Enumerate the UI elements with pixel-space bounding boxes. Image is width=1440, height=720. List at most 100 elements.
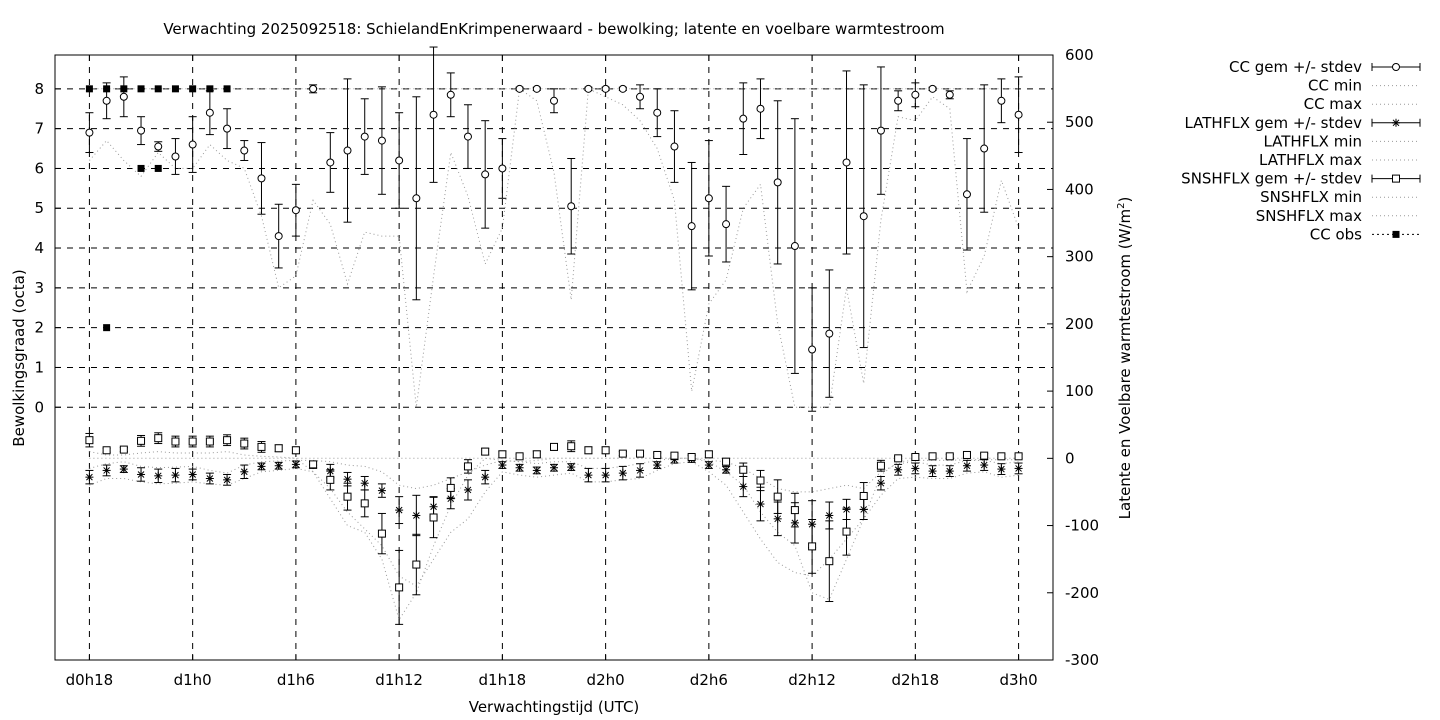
legend-swatch-marker bbox=[1392, 174, 1400, 183]
cc-mean-point bbox=[223, 124, 232, 133]
lathflx-mean-point bbox=[739, 482, 748, 491]
cc-mean-point bbox=[412, 194, 421, 203]
x-tick-label: d1h6 bbox=[277, 671, 315, 689]
cc-mean-point bbox=[653, 108, 662, 117]
y1-tick-label: 8 bbox=[34, 80, 44, 98]
star-stroke bbox=[585, 471, 592, 479]
y1-axis-label: Bewolkingsgraad (octa) bbox=[10, 269, 28, 446]
star-stroke bbox=[946, 467, 954, 475]
cc-mean-point bbox=[85, 128, 94, 137]
cc-mean-point bbox=[171, 152, 180, 161]
star-stroke bbox=[361, 479, 369, 487]
star-stroke bbox=[533, 467, 541, 474]
snshflx-mean-point bbox=[395, 583, 404, 592]
cc-mean-point bbox=[395, 156, 404, 165]
star-stroke bbox=[1015, 465, 1022, 472]
snshflx-mean-point bbox=[550, 442, 558, 451]
star-stroke bbox=[825, 512, 833, 519]
legend-label: LATHFLX gem +/- stdev bbox=[1184, 114, 1362, 132]
legend-label: LATHFLX min bbox=[1263, 132, 1362, 150]
snshflx-mean-point bbox=[326, 475, 335, 484]
lathflx-mean-point bbox=[945, 467, 954, 476]
snshflx-mean-point bbox=[309, 460, 318, 469]
y1-tick-label: 6 bbox=[34, 159, 44, 177]
y1-tick-label: 1 bbox=[34, 358, 44, 376]
x-tick-label: d1h18 bbox=[479, 671, 527, 689]
star-stroke bbox=[774, 515, 782, 523]
lathflx-mean-point bbox=[119, 465, 128, 474]
snshflx-mean-point bbox=[618, 449, 627, 458]
cc-mean-point bbox=[240, 146, 249, 155]
lathflx-mean-point bbox=[928, 467, 937, 476]
snshflx-mean-point bbox=[876, 461, 885, 470]
cc-mean-point bbox=[945, 90, 954, 99]
cc-mean-point bbox=[446, 90, 455, 99]
y2-axis-label-superscript: 2 bbox=[1116, 203, 1127, 209]
star-stroke bbox=[292, 461, 300, 468]
snshflx-mean-point bbox=[722, 457, 731, 466]
cc-mean-point bbox=[825, 329, 834, 338]
legend-label: LATHFLX max bbox=[1259, 151, 1362, 169]
lathflx-mean-point bbox=[550, 463, 558, 472]
star-stroke bbox=[344, 475, 351, 483]
cc-mean-point bbox=[137, 126, 146, 135]
snshflx-mean-point bbox=[567, 442, 576, 451]
snshflx-mean-point bbox=[429, 513, 438, 522]
lathflx-mean-point bbox=[911, 464, 920, 473]
snshflx-mean-point bbox=[412, 560, 421, 569]
snshflx-mean-point bbox=[205, 437, 214, 446]
cc-mean-point bbox=[102, 96, 111, 105]
snshflx-mean-point bbox=[687, 452, 696, 461]
snshflx-mean-point bbox=[360, 499, 369, 508]
cc-mean-point bbox=[636, 92, 645, 101]
star-stroke bbox=[464, 486, 472, 494]
snshflx-mean-point bbox=[670, 451, 679, 460]
lathflx-mean-point bbox=[704, 461, 713, 470]
cc-obs-point bbox=[206, 85, 214, 93]
lathflx-mean-point bbox=[343, 475, 352, 484]
star-stroke bbox=[395, 506, 403, 514]
snshflx-mean-point bbox=[343, 492, 352, 501]
cc-mean-point bbox=[962, 190, 971, 199]
snshflx-mean-point bbox=[515, 452, 524, 461]
legend-swatch-marker bbox=[1392, 118, 1400, 127]
y1-axis-ticks: 0 1 2 3 4 5 6 7 8 bbox=[34, 80, 61, 416]
snshflx-mean-point bbox=[1014, 452, 1023, 461]
snshflx-mean-point bbox=[739, 465, 748, 474]
star-stroke bbox=[447, 495, 455, 503]
cc-mean-point bbox=[550, 96, 558, 105]
lathflx-mean-point bbox=[876, 479, 885, 488]
lathflx-mean-point bbox=[463, 485, 472, 494]
y1-tick-label: 2 bbox=[34, 319, 44, 337]
cc-obs-point bbox=[85, 85, 93, 93]
star-stroke bbox=[499, 461, 506, 469]
cc-mean-point bbox=[773, 178, 782, 187]
legend-label: SNSHFLX gem +/- stdev bbox=[1181, 170, 1362, 188]
snshflx-mean-point bbox=[257, 442, 266, 451]
lathflx-mean-point bbox=[171, 471, 180, 480]
y1-tick-label: 5 bbox=[34, 199, 44, 217]
cc-mean-point bbox=[601, 84, 610, 93]
star-stroke bbox=[550, 464, 558, 472]
snshflx-mean-point bbox=[481, 447, 490, 456]
star-stroke bbox=[722, 466, 730, 474]
y2-tick-label: -200 bbox=[1065, 584, 1099, 602]
cc-obs-point bbox=[103, 85, 111, 93]
series-lathflx-min-line bbox=[89, 461, 1019, 587]
legend-label: CC gem +/- stdev bbox=[1229, 58, 1362, 76]
lathflx-mean-point bbox=[618, 469, 627, 478]
star-stroke bbox=[154, 472, 162, 480]
snshflx-mean-point bbox=[102, 446, 111, 455]
cc-mean-point bbox=[326, 158, 335, 167]
cc-mean-point bbox=[257, 174, 266, 183]
snshflx-mean-point bbox=[291, 446, 300, 455]
cc-mean-point bbox=[739, 114, 748, 123]
lathflx-mean-point bbox=[102, 466, 111, 475]
star-stroke bbox=[223, 476, 231, 484]
lathflx-mean-point bbox=[481, 473, 490, 482]
snshflx-mean-point bbox=[377, 529, 386, 538]
cc-mean-point bbox=[842, 158, 851, 167]
lathflx-mean-point bbox=[498, 461, 507, 470]
snshflx-mean-point bbox=[756, 476, 765, 485]
